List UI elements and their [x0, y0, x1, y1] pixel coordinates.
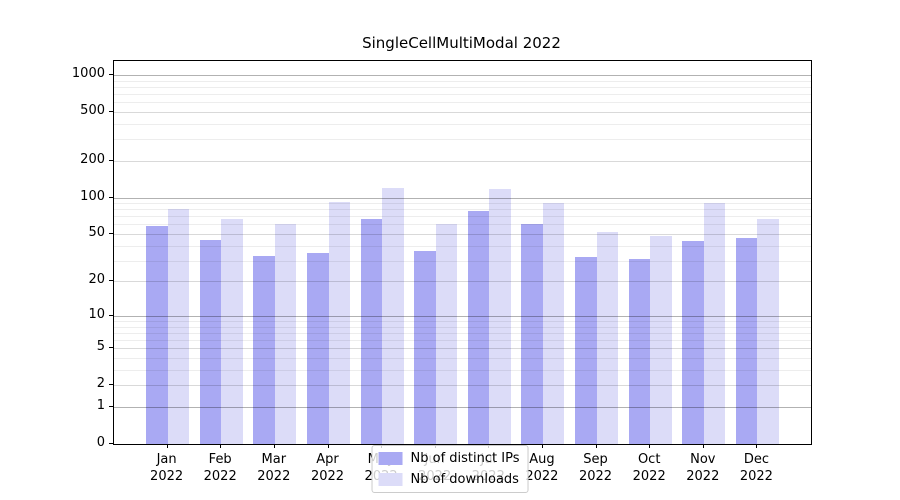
- y-tick-label-50: 50: [88, 225, 105, 240]
- bar-nb-of-distinct-ips-apr: [307, 252, 329, 444]
- y-tick-mark-1: [109, 406, 113, 407]
- bar-nb-of-distinct-ips-sep: [575, 257, 597, 444]
- x-tick-mark-aug: [541, 444, 543, 448]
- y-tick-mark-100: [109, 196, 113, 198]
- x-tick-label-apr: Apr 2022: [310, 452, 345, 484]
- legend: Nb of distinct IPs Nb of downloads: [371, 445, 529, 493]
- y-tick-label-200: 200: [80, 151, 105, 167]
- bar-nb-of-distinct-ips-jan: [146, 226, 168, 444]
- legend-item-distinct-ips: Nb of distinct IPs: [378, 451, 520, 466]
- bar-nb-of-distinct-ips-jun: [414, 251, 436, 444]
- y-tick-label-0: 0: [96, 435, 105, 450]
- gridline-600: [114, 102, 811, 104]
- bar-nb-of-distinct-ips-aug: [521, 223, 543, 444]
- y-tick-label-20: 20: [88, 272, 105, 288]
- chart-title: SingleCellMultiModal 2022: [362, 34, 561, 52]
- y-tick-mark-1000: [109, 74, 113, 75]
- bar-nb-of-downloads-mar: [274, 223, 297, 444]
- y-tick-label-100: 100: [80, 188, 105, 204]
- x-tick-label-dec: Dec 2022: [739, 452, 773, 484]
- gridline-500: [114, 112, 811, 113]
- y-tick-mark-10: [109, 314, 113, 316]
- gridline-800: [114, 86, 811, 88]
- bar-nb-of-downloads-jul: [489, 189, 511, 444]
- bar-nb-of-distinct-ips-mar: [253, 255, 275, 444]
- y-tick-label-1000: 1000: [71, 66, 105, 81]
- y-tick-mark-20: [109, 280, 113, 282]
- y-tick-label-10: 10: [88, 306, 105, 322]
- legend-swatch-downloads: [378, 473, 403, 486]
- x-tick-mark-nov: [702, 444, 704, 448]
- x-tick-label-jan: Jan 2022: [150, 452, 184, 484]
- bar-nb-of-downloads-aug: [542, 203, 565, 444]
- gridline-700: [114, 94, 811, 95]
- x-tick-label-mar: Mar 2022: [257, 452, 291, 484]
- bar-nb-of-downloads-dec: [757, 218, 779, 444]
- x-tick-mark-dec: [756, 444, 758, 448]
- x-tick-mark-sep: [595, 444, 597, 448]
- bar-nb-of-distinct-ips-feb: [199, 239, 222, 444]
- gridline-200: [114, 160, 811, 162]
- x-tick-mark-jan: [166, 444, 168, 448]
- gridline-400: [114, 123, 811, 125]
- y-tick-mark-500: [109, 111, 113, 112]
- legend-item-downloads: Nb of downloads: [378, 472, 520, 487]
- x-tick-mark-oct: [649, 444, 651, 448]
- bar-nb-of-downloads-nov: [703, 203, 726, 444]
- x-tick-mark-apr: [327, 444, 329, 448]
- y-tick-label-5: 5: [96, 339, 105, 355]
- legend-label-distinct-ips: Nb of distinct IPs: [410, 451, 520, 466]
- legend-swatch-distinct-ips: [378, 452, 403, 465]
- x-tick-label-sep: Sep 2022: [578, 452, 613, 484]
- x-tick-label-nov: Nov 2022: [686, 452, 720, 484]
- x-tick-label-oct: Oct 2022: [632, 452, 666, 484]
- x-tick-mark-feb: [220, 444, 222, 448]
- bar-nb-of-distinct-ips-jul: [467, 210, 490, 444]
- gridline-900: [114, 80, 811, 82]
- plot-area: [113, 60, 812, 445]
- bar-nb-of-distinct-ips-oct: [628, 258, 651, 444]
- bar-nb-of-downloads-may: [382, 188, 404, 444]
- bar-nb-of-distinct-ips-may: [360, 218, 383, 444]
- gridline-100: [114, 197, 811, 199]
- y-tick-label-500: 500: [80, 103, 105, 118]
- y-tick-label-2: 2: [96, 376, 105, 392]
- y-tick-mark-2: [109, 384, 113, 386]
- y-tick-mark-0: [109, 443, 113, 444]
- y-tick-mark-5: [109, 347, 113, 349]
- bar-nb-of-downloads-sep: [596, 231, 618, 444]
- x-tick-label-feb: Feb 2022: [203, 452, 237, 484]
- bar-nb-of-distinct-ips-nov: [682, 240, 704, 444]
- gridline-1000: [114, 75, 811, 76]
- x-tick-mark-mar: [273, 444, 275, 448]
- x-tick-label-aug: Aug 2022: [525, 452, 559, 484]
- y-tick-mark-200: [109, 159, 113, 161]
- legend-label-downloads: Nb of downloads: [410, 472, 519, 487]
- bar-nb-of-downloads-oct: [650, 236, 672, 444]
- y-tick-mark-50: [109, 233, 113, 234]
- bar-nb-of-downloads-jun: [435, 224, 458, 444]
- gridline-300: [114, 139, 811, 141]
- bar-nb-of-downloads-jan: [167, 209, 190, 444]
- bar-nb-of-downloads-feb: [221, 219, 243, 444]
- y-tick-label-1: 1: [96, 398, 105, 413]
- bar-nb-of-distinct-ips-dec: [735, 238, 758, 444]
- bar-nb-of-downloads-apr: [328, 201, 350, 444]
